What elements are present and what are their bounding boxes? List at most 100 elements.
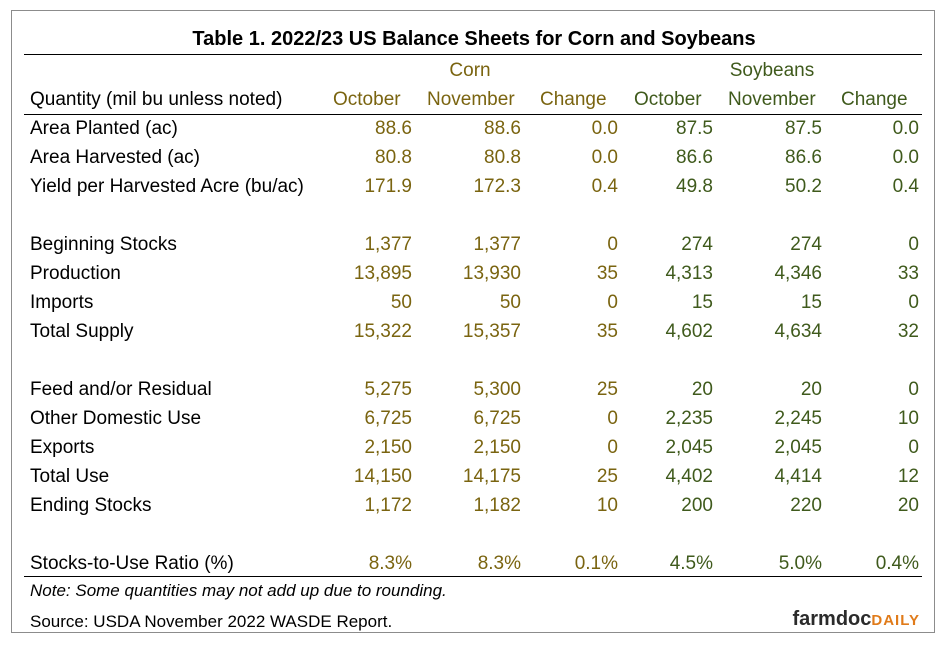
row-label: Yield per Harvested Acre (bu/ac) [30, 176, 304, 197]
col-header-corn-change: Change [540, 89, 607, 110]
table-cell: 0 [908, 292, 919, 313]
row-label: Other Domestic Use [30, 408, 202, 429]
table-cell: 171.9 [364, 176, 412, 197]
table-cell: 35 [596, 263, 618, 284]
table-cell: 33 [897, 263, 919, 284]
table-cell: 274 [681, 234, 713, 255]
table-cell: 50 [499, 292, 521, 313]
table-cell: 14,150 [353, 466, 412, 487]
table-cell: 200 [681, 495, 713, 516]
farmdoc-daily-logo: farmdocDAILY [792, 608, 920, 631]
col-header-corn-november: November [427, 89, 515, 110]
table-cell: 1,377 [364, 234, 412, 255]
col-header-corn-october: October [333, 89, 401, 110]
row-label: Area Harvested (ac) [30, 147, 201, 168]
table-cell: 5,300 [473, 379, 521, 400]
table-cell: 1,182 [473, 495, 521, 516]
col-header-soy-change: Change [841, 89, 908, 110]
table-cell: 50 [390, 292, 412, 313]
table-cell: 0 [607, 292, 618, 313]
table-cell: 0.1% [574, 553, 618, 574]
row-label: Imports [30, 292, 94, 313]
footer-rule [24, 576, 922, 577]
row-label: Stocks-to-Use Ratio (%) [30, 553, 234, 574]
table-cell: 32 [897, 321, 919, 342]
logo-daily-text: DAILY [871, 612, 920, 629]
table-cell: 4,402 [665, 466, 713, 487]
table-cell: 50.2 [785, 176, 822, 197]
col-header-soy-october: October [634, 89, 702, 110]
row-label: Production [30, 263, 121, 284]
table-cell: 2,045 [774, 437, 822, 458]
row-label: Total Use [30, 466, 110, 487]
table-cell: 4,346 [774, 263, 822, 284]
table-cell: 0 [607, 234, 618, 255]
col-header-soy-november: November [728, 89, 816, 110]
soybeans-group-header: Soybeans [729, 60, 815, 81]
table-cell: 1,172 [364, 495, 412, 516]
row-label: Feed and/or Residual [30, 379, 212, 400]
table-cell: 4,602 [665, 321, 713, 342]
table-cell: 220 [790, 495, 822, 516]
table-cell: 0 [908, 437, 919, 458]
table-cell: 4,313 [665, 263, 713, 284]
table-cell: 10 [596, 495, 618, 516]
table-title: Table 1. 2022/23 US Balance Sheets for C… [192, 28, 756, 50]
table-cell: 80.8 [375, 147, 412, 168]
table-cell: 13,895 [353, 263, 412, 284]
row-label: Beginning Stocks [30, 234, 177, 255]
table-cell: 2,235 [665, 408, 713, 429]
table-cell: 2,150 [364, 437, 412, 458]
table-cell: 0 [908, 234, 919, 255]
table-cell: 2,150 [473, 437, 521, 458]
table-cell: 0 [607, 437, 618, 458]
table-cell: 5,275 [364, 379, 412, 400]
table-cell: 87.5 [785, 118, 822, 139]
table-cell: 0.4 [591, 176, 618, 197]
table-cell: 20 [897, 495, 919, 516]
table-cell: 6,725 [473, 408, 521, 429]
table-cell: 20 [800, 379, 822, 400]
table-cell: 0.4% [875, 553, 919, 574]
table-cell: 35 [596, 321, 618, 342]
table-cell: 15 [691, 292, 713, 313]
table-cell: 86.6 [785, 147, 822, 168]
row-label: Area Planted (ac) [30, 118, 178, 139]
table-cell: 10 [897, 408, 919, 429]
table-source: Source: USDA November 2022 WASDE Report. [30, 612, 393, 631]
table-cell: 20 [691, 379, 713, 400]
row-label: Ending Stocks [30, 495, 152, 516]
table-cell: 0.4 [892, 176, 919, 197]
table-cell: 4,414 [774, 466, 822, 487]
table-cell: 2,245 [774, 408, 822, 429]
table-note: Note: Some quantities may not add up due… [30, 581, 447, 600]
header-rule [24, 114, 922, 115]
table-cell: 0.0 [892, 118, 919, 139]
table-cell: 8.3% [368, 553, 412, 574]
table-cell: 13,930 [462, 263, 521, 284]
table-frame [11, 10, 935, 633]
table-cell: 0.0 [591, 118, 618, 139]
table-cell: 2,045 [665, 437, 713, 458]
quantity-header: Quantity (mil bu unless noted) [30, 89, 283, 110]
table-cell: 0 [908, 379, 919, 400]
row-label: Total Supply [30, 321, 134, 342]
title-rule [24, 54, 922, 55]
table-cell: 25 [596, 379, 618, 400]
table-cell: 274 [790, 234, 822, 255]
row-label: Exports [30, 437, 95, 458]
table-cell: 12 [897, 466, 919, 487]
table-cell: 1,377 [473, 234, 521, 255]
table-cell: 15,357 [462, 321, 521, 342]
table-cell: 15 [800, 292, 822, 313]
table-cell: 5.0% [778, 553, 822, 574]
logo-farmdoc-text: farmdoc [792, 608, 872, 630]
corn-group-header: Corn [449, 60, 491, 81]
table-cell: 172.3 [473, 176, 521, 197]
table-cell: 25 [596, 466, 618, 487]
table-cell: 15,322 [353, 321, 412, 342]
table-cell: 4.5% [669, 553, 713, 574]
table-cell: 0.0 [892, 147, 919, 168]
table-cell: 0.0 [591, 147, 618, 168]
table-cell: 8.3% [477, 553, 521, 574]
